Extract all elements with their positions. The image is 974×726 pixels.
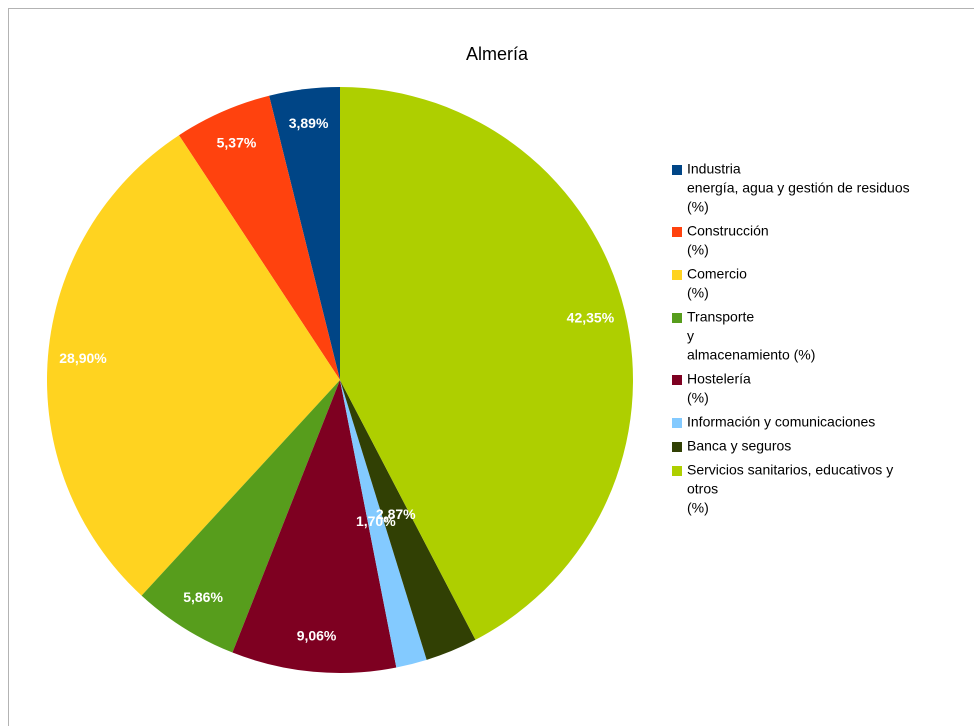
legend-label: Hostelería [687,371,751,387]
legend-label: almacenamiento (%) [687,347,815,363]
pie-slice [340,87,634,640]
legend-label: Transporte [687,309,754,325]
data-label: 28,90% [59,350,107,366]
legend-swatch [672,466,682,476]
legend-swatch [672,165,682,175]
pie-slice [269,87,340,380]
legend-label: (%) [687,199,709,215]
chart-title: Almería [466,44,529,64]
data-label: 2,87% [376,506,416,522]
data-label: 5,37% [217,135,257,151]
data-label: 5,86% [183,589,223,605]
legend-label: (%) [687,285,709,301]
legend-label: (%) [687,242,709,258]
legend-swatch [672,442,682,452]
pie-slice [340,380,427,668]
pie-slice [141,380,340,653]
legend-label: Servicios sanitarios, educativos y [687,462,893,478]
legend-label: (%) [687,500,709,516]
pie-slice [46,135,340,596]
legend-label: Banca y seguros [687,438,791,454]
legend-label: energía, agua y gestión de residuos [687,180,910,196]
legend-label: Industria [687,161,741,177]
legend-swatch [672,313,682,323]
pie-slice [178,95,340,380]
data-label: 42,35% [567,309,615,325]
legend-swatch [672,270,682,280]
legend-label: Comercio [687,266,747,282]
legend-swatch [672,227,682,237]
data-label: 1,70% [356,513,396,529]
data-label: 3,89% [289,115,329,131]
legend-label: y [687,328,694,344]
legend-label: Información y comunicaciones [687,414,875,430]
legend-label: Construcción [687,223,769,239]
legend-swatch [672,418,682,428]
pie-slice [340,380,476,660]
legend-label: (%) [687,390,709,406]
data-label: 9,06% [297,627,337,643]
pie-slice [232,380,397,673]
legend-swatch [672,375,682,385]
legend-label: otros [687,481,718,497]
